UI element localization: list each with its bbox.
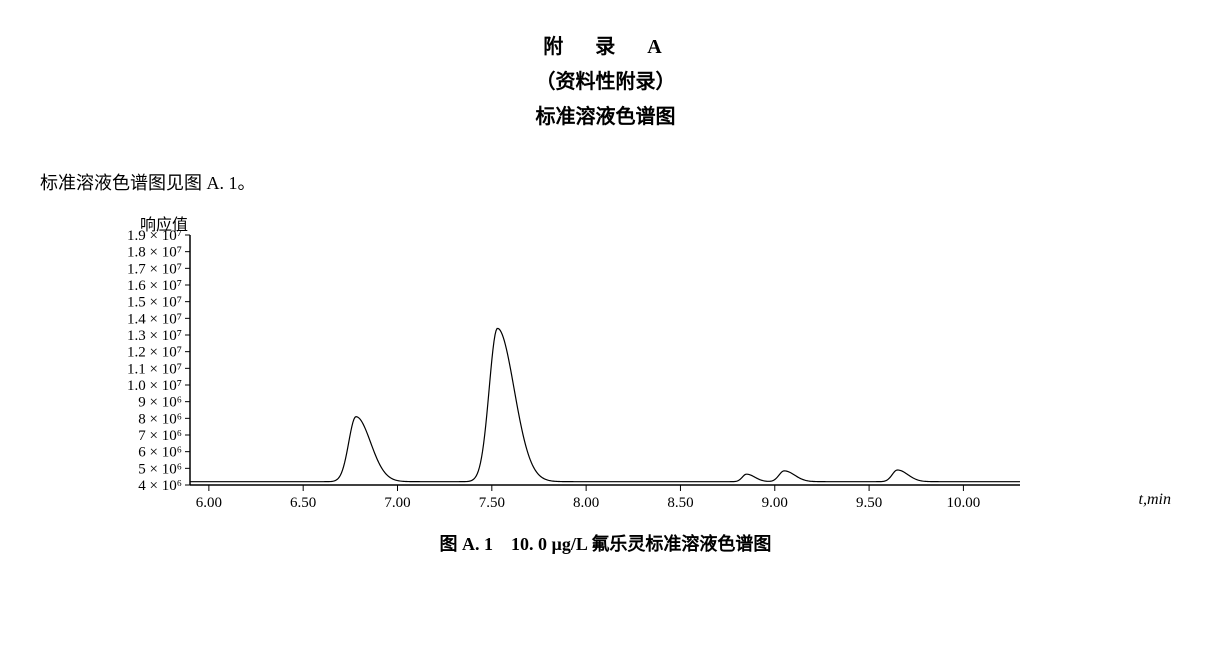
header-line1: 附 录 A <box>40 30 1171 59</box>
svg-text:7.50: 7.50 <box>479 495 505 511</box>
svg-text:9.50: 9.50 <box>856 495 882 511</box>
svg-text:7.00: 7.00 <box>384 495 410 511</box>
svg-text:1.7 × 10⁷: 1.7 × 10⁷ <box>127 261 182 277</box>
svg-text:1.0 × 10⁷: 1.0 × 10⁷ <box>127 378 182 394</box>
svg-text:6 × 10⁶: 6 × 10⁶ <box>138 445 182 461</box>
header-line2: （资料性附录） <box>40 65 1171 94</box>
svg-text:1.8 × 10⁷: 1.8 × 10⁷ <box>127 245 182 261</box>
svg-text:1.6 × 10⁷: 1.6 × 10⁷ <box>127 278 182 294</box>
x-axis-title: t,min <box>1139 491 1171 509</box>
svg-text:1.2 × 10⁷: 1.2 × 10⁷ <box>127 345 182 361</box>
svg-text:6.00: 6.00 <box>196 495 222 511</box>
svg-text:1.1 × 10⁷: 1.1 × 10⁷ <box>127 361 182 377</box>
figure-caption: 图 A. 1 10. 0 µg/L 氟乐灵标准溶液色谱图 <box>40 530 1171 556</box>
svg-text:8.50: 8.50 <box>667 495 693 511</box>
chart-svg: 1.9 × 10⁷1.8 × 10⁷1.7 × 10⁷1.6 × 10⁷1.5 … <box>80 215 1080 515</box>
intro-text: 标准溶液色谱图见图 A. 1。 <box>40 169 1171 195</box>
svg-text:9 × 10⁶: 9 × 10⁶ <box>138 395 182 411</box>
svg-text:1.5 × 10⁷: 1.5 × 10⁷ <box>127 295 182 311</box>
appendix-header: 附 录 A （资料性附录） 标准溶液色谱图 <box>40 30 1171 129</box>
svg-text:9.00: 9.00 <box>762 495 788 511</box>
svg-text:6.50: 6.50 <box>290 495 316 511</box>
svg-text:4 × 10⁶: 4 × 10⁶ <box>138 478 182 494</box>
svg-text:1.3 × 10⁷: 1.3 × 10⁷ <box>127 328 182 344</box>
y-axis-title: 响应值 <box>140 211 188 235</box>
svg-text:1.4 × 10⁷: 1.4 × 10⁷ <box>127 311 182 327</box>
svg-text:5 × 10⁶: 5 × 10⁶ <box>138 461 182 477</box>
svg-text:7 × 10⁶: 7 × 10⁶ <box>138 428 182 444</box>
svg-text:8.00: 8.00 <box>573 495 599 511</box>
header-line3: 标准溶液色谱图 <box>40 100 1171 129</box>
svg-text:8 × 10⁶: 8 × 10⁶ <box>138 411 182 427</box>
chromatogram-chart: 响应值 1.9 × 10⁷1.8 × 10⁷1.7 × 10⁷1.6 × 10⁷… <box>80 215 1171 520</box>
svg-text:10.00: 10.00 <box>947 495 981 511</box>
